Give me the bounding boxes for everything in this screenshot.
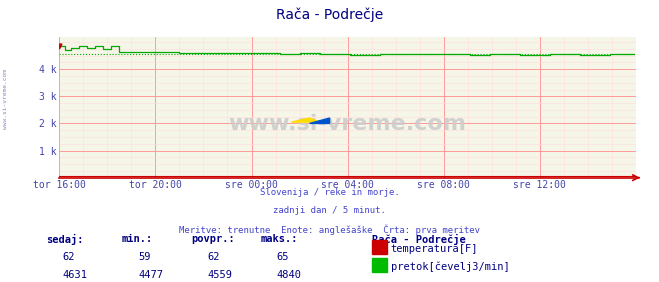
Text: www.si-vreme.com: www.si-vreme.com: [229, 114, 467, 134]
Text: 62: 62: [63, 252, 75, 262]
Polygon shape: [310, 118, 330, 124]
Text: Slovenija / reke in morje.: Slovenija / reke in morje.: [260, 188, 399, 197]
Text: povpr.:: povpr.:: [191, 234, 235, 244]
Text: maks.:: maks.:: [260, 234, 298, 244]
Text: Rača - Podrečje: Rača - Podrečje: [276, 7, 383, 21]
Text: Rača - Podrečje: Rača - Podrečje: [372, 234, 466, 245]
Text: 65: 65: [277, 252, 289, 262]
Polygon shape: [291, 118, 320, 122]
Text: 4631: 4631: [63, 270, 88, 280]
Text: 62: 62: [208, 252, 220, 262]
Text: 4477: 4477: [138, 270, 163, 280]
Text: pretok[čevelj3/min]: pretok[čevelj3/min]: [391, 261, 509, 272]
Text: Meritve: trenutne  Enote: anglešaške  Črta: prva meritev: Meritve: trenutne Enote: anglešaške Črta…: [179, 224, 480, 235]
Text: www.si-vreme.com: www.si-vreme.com: [3, 69, 9, 129]
Text: 4559: 4559: [208, 270, 233, 280]
Text: 59: 59: [138, 252, 151, 262]
Text: temperatura[F]: temperatura[F]: [391, 244, 478, 254]
Text: min.:: min.:: [122, 234, 153, 244]
Text: zadnji dan / 5 minut.: zadnji dan / 5 minut.: [273, 206, 386, 215]
Text: 4840: 4840: [277, 270, 302, 280]
Text: sedaj:: sedaj:: [46, 234, 84, 245]
